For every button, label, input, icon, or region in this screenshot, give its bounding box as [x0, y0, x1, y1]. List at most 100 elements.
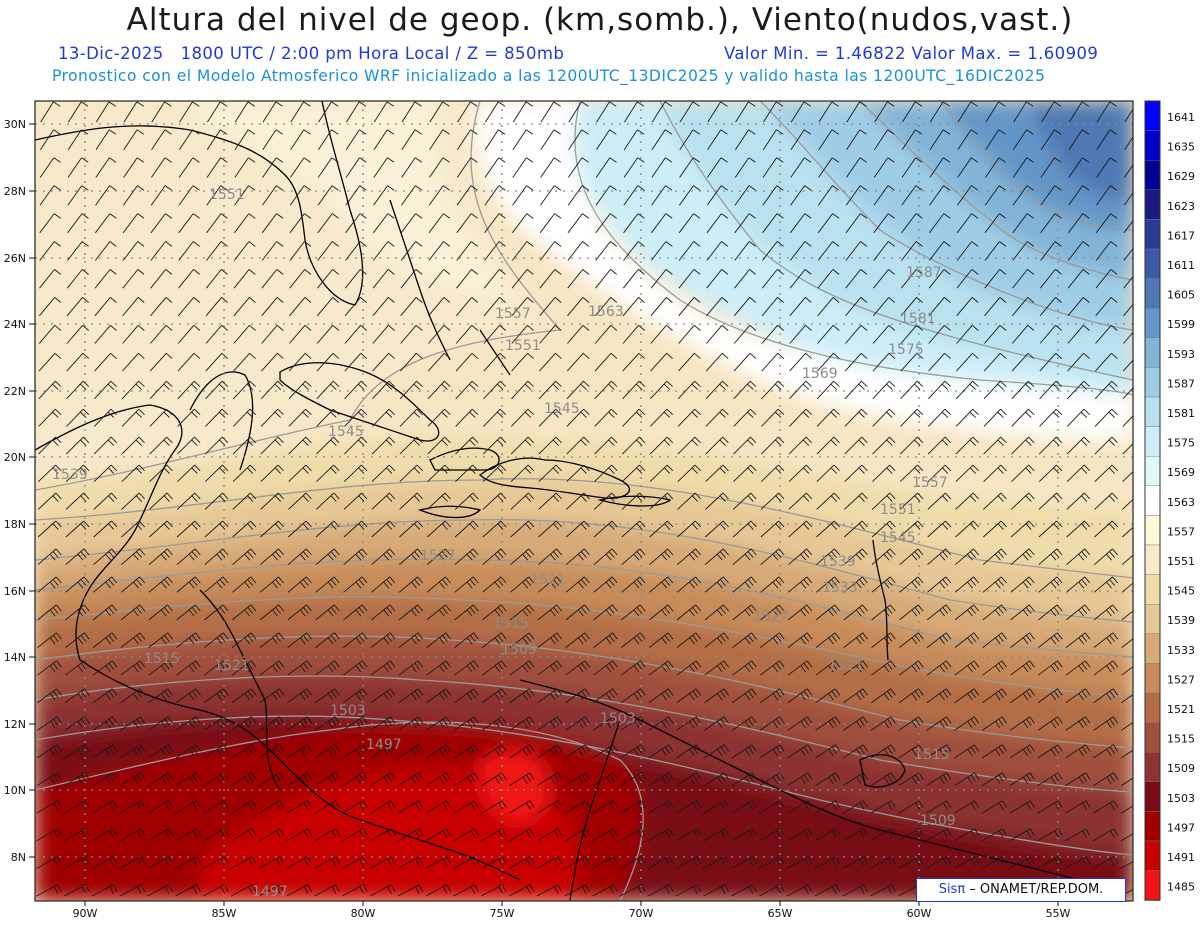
- wind-barb: [649, 604, 674, 621]
- wind-barb: [342, 856, 368, 869]
- wind-barb: [203, 660, 229, 676]
- wind-barb: [1121, 693, 1133, 704]
- wind-barb: [703, 856, 729, 869]
- wind-barb: [120, 660, 146, 676]
- wind-barb: [120, 632, 146, 648]
- wind-barb: [205, 324, 228, 344]
- wind-barb: [927, 520, 952, 538]
- wind-barb: [345, 213, 367, 234]
- wind-barb: [870, 716, 896, 731]
- wind-barb: [1093, 576, 1119, 593]
- wind-barb: [287, 660, 312, 676]
- wind-barb: [818, 157, 840, 178]
- contour-label: 1515: [144, 651, 180, 667]
- wind-barb: [175, 744, 201, 759]
- wind-barb: [620, 800, 646, 814]
- wind-barb: [954, 716, 980, 731]
- wind-barb: [426, 520, 451, 538]
- wind-barb: [871, 660, 896, 676]
- wind-barb: [788, 492, 813, 510]
- wind-barb: [1037, 800, 1063, 814]
- wind-barb: [677, 380, 701, 400]
- wind-barb: [731, 828, 757, 842]
- wind-barb: [1040, 185, 1062, 206]
- contour-label: 1569: [802, 366, 838, 382]
- wind-barb: [1067, 324, 1090, 344]
- colorbar-swatch: [1144, 574, 1161, 605]
- wind-barb: [454, 548, 479, 566]
- wind-barb: [1010, 660, 1035, 676]
- wind-barb: [1094, 520, 1119, 538]
- wind-barb: [484, 241, 506, 261]
- wind-barb: [1038, 576, 1063, 593]
- wind-barb: [317, 241, 339, 261]
- colorbar-swatch: [1144, 692, 1161, 723]
- wind-barb: [399, 436, 423, 455]
- wind-barb: [567, 241, 590, 261]
- wind-barb: [453, 856, 479, 869]
- wind-barb: [151, 101, 172, 123]
- wind-barb: [926, 632, 952, 648]
- wind-barb: [483, 408, 507, 427]
- wind-barb: [843, 520, 868, 538]
- wind-barb: [1037, 856, 1063, 869]
- wind-barb: [369, 856, 396, 869]
- wind-barb: [565, 548, 590, 566]
- wind-barb: [314, 856, 340, 869]
- wind-barb: [564, 744, 590, 759]
- wind-barb: [148, 716, 173, 731]
- wind-barb: [287, 604, 312, 621]
- wind-barb: [982, 520, 1007, 538]
- wind-barb: [1094, 464, 1118, 483]
- wind-barb: [176, 604, 201, 621]
- wind-barb: [122, 352, 145, 372]
- wind-barb: [150, 213, 173, 234]
- wind-barb: [427, 408, 451, 427]
- wind-barb: [899, 576, 924, 593]
- wind-barb: [373, 129, 395, 151]
- wind-barb: [342, 828, 368, 842]
- wind-barb: [1012, 213, 1034, 234]
- wind-barb: [954, 688, 980, 704]
- wind-barb: [510, 604, 535, 621]
- wind-barb: [150, 324, 173, 344]
- wind-barb: [761, 380, 785, 400]
- wind-barb: [204, 548, 229, 566]
- wind-barb: [344, 352, 368, 372]
- wind-barb: [370, 716, 396, 731]
- wind-barb: [398, 688, 424, 704]
- wind-barb: [204, 436, 229, 455]
- wind-barb: [621, 464, 646, 483]
- wind-barb: [929, 129, 951, 151]
- wind-barb: [846, 157, 867, 178]
- wind-barb: [482, 492, 507, 510]
- wind-barb: [620, 828, 646, 842]
- wind-barb: [1065, 660, 1091, 676]
- wind-barb: [843, 688, 868, 704]
- wind-barb: [148, 688, 173, 704]
- wind-barb: [259, 576, 285, 593]
- contour-label: 1587: [906, 265, 942, 281]
- wind-barb: [175, 856, 201, 869]
- wind-barb: [705, 464, 729, 483]
- colorbar-label: 1485: [1167, 881, 1195, 894]
- wind-barb: [983, 380, 1007, 400]
- wind-barb: [1092, 828, 1119, 842]
- wind-barb: [455, 324, 479, 344]
- wind-barb: [761, 297, 784, 317]
- wind-barb: [343, 604, 368, 621]
- wind-barb: [370, 688, 396, 704]
- wind-barb: [592, 884, 618, 897]
- lat-label: 20N: [4, 451, 26, 464]
- wind-barb: [231, 828, 257, 842]
- contour-label: 1521: [828, 658, 864, 674]
- contour-label: 1539: [820, 554, 856, 570]
- lon-label: 90W: [73, 907, 98, 920]
- wind-barb: [288, 436, 312, 455]
- wind-barb: [1011, 436, 1035, 455]
- wind-barb: [259, 716, 285, 731]
- wind-barb: [621, 548, 646, 566]
- wind-barb: [762, 157, 784, 178]
- wind-barb: [345, 185, 367, 206]
- wind-barb: [1121, 554, 1133, 566]
